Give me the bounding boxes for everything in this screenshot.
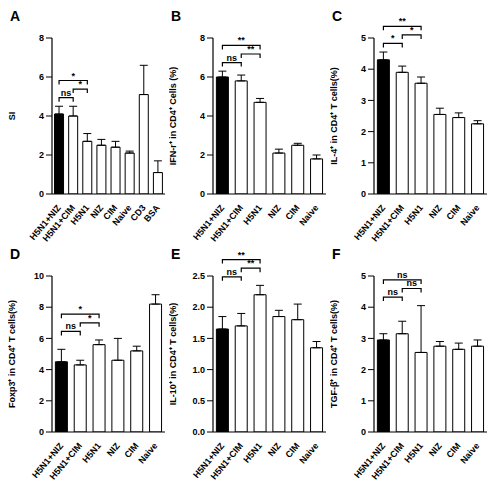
svg-text:H5N1+NIZ: H5N1+NIZ — [352, 440, 388, 480]
svg-text:H5N1+CIM: H5N1+CIM — [370, 441, 406, 482]
svg-text:0: 0 — [361, 427, 366, 437]
svg-text:2: 2 — [361, 127, 366, 137]
svg-text:ns: ns — [66, 321, 77, 331]
svg-text:2: 2 — [361, 365, 366, 375]
html-text:C: C — [332, 8, 343, 24]
svg-text:6: 6 — [39, 334, 44, 344]
html-text:D: D — [10, 246, 21, 262]
svg-text:5: 5 — [361, 33, 366, 43]
svg-text:Naive: Naive — [110, 202, 134, 228]
svg-text:0.5: 0.5 — [192, 396, 205, 406]
svg-text:0: 0 — [39, 427, 44, 437]
svg-text:6: 6 — [200, 72, 205, 82]
svg-text:NIZ: NIZ — [427, 202, 444, 220]
svg-text:*: * — [391, 33, 395, 43]
svg-text:*: * — [78, 304, 82, 314]
svg-text:CIM: CIM — [444, 202, 463, 222]
svg-text:ns: ns — [227, 53, 238, 63]
svg-text:H5N1: H5N1 — [80, 441, 102, 465]
svg-text:Naive: Naive — [458, 203, 481, 228]
svg-text:3: 3 — [361, 96, 366, 106]
svg-text:1: 1 — [361, 396, 366, 406]
svg-text:H5N1+NIZ: H5N1+NIZ — [352, 202, 388, 242]
svg-text:H5N1+CIM: H5N1+CIM — [40, 202, 77, 244]
svg-text:CIM: CIM — [283, 202, 302, 222]
svg-text:H5N1+CIM: H5N1+CIM — [370, 203, 406, 244]
svg-text:4: 4 — [39, 111, 44, 121]
svg-text:ns: ns — [406, 278, 417, 289]
svg-text:H5N1+NIZ: H5N1+NIZ — [191, 202, 227, 242]
svg-text:3: 3 — [361, 334, 366, 344]
svg-text:8: 8 — [39, 302, 44, 312]
svg-text:IL-4⁺ in CD4⁺ T cells(%): IL-4⁺ in CD4⁺ T cells(%) — [330, 67, 339, 165]
svg-text:ns: ns — [397, 270, 408, 280]
svg-text:0.0: 0.0 — [192, 427, 205, 437]
svg-text:H5N1: H5N1 — [241, 203, 263, 227]
svg-text:5: 5 — [361, 271, 366, 281]
svg-text:6: 6 — [39, 72, 44, 82]
svg-text:ns: ns — [227, 267, 238, 277]
svg-text:H5N1+NIZ: H5N1+NIZ — [30, 440, 66, 480]
svg-text:Naive: Naive — [297, 203, 320, 228]
svg-text:0: 0 — [39, 189, 44, 199]
svg-text:H5N1+CIM: H5N1+CIM — [209, 203, 245, 244]
svg-text:0: 0 — [361, 189, 366, 199]
svg-text:0: 0 — [200, 189, 205, 199]
svg-text:**: ** — [238, 35, 246, 45]
svg-text:NIZ: NIZ — [88, 202, 106, 221]
svg-text:NIZ: NIZ — [266, 440, 283, 458]
svg-text:H5N1+NIZ: H5N1+NIZ — [191, 440, 227, 480]
svg-text:2.0: 2.0 — [192, 302, 205, 312]
svg-text:CIM: CIM — [101, 202, 120, 222]
html-text:F: F — [332, 246, 341, 262]
svg-text:Naive: Naive — [297, 441, 320, 466]
svg-text:Naive: Naive — [458, 441, 481, 466]
svg-text:H5N1+CIM: H5N1+CIM — [209, 441, 245, 482]
svg-text:1: 1 — [361, 158, 366, 168]
svg-text:IFN-r⁺ in CD4⁺ Cells (%): IFN-r⁺ in CD4⁺ Cells (%) — [169, 67, 178, 166]
svg-text:ns: ns — [61, 88, 72, 98]
svg-text:BSA: BSA — [142, 202, 162, 223]
svg-text:8: 8 — [200, 33, 205, 43]
svg-text:NIZ: NIZ — [266, 202, 283, 220]
svg-text:Naive: Naive — [136, 441, 159, 466]
svg-text:2: 2 — [39, 396, 44, 406]
svg-text:CIM: CIM — [122, 440, 141, 460]
svg-text:ns: ns — [388, 287, 399, 297]
svg-text:CIM: CIM — [283, 440, 302, 460]
svg-text:2: 2 — [200, 150, 205, 160]
svg-text:CD3: CD3 — [128, 202, 148, 223]
svg-text:H5N1+NIZ: H5N1+NIZ — [27, 202, 63, 242]
svg-text:H5N1: H5N1 — [402, 441, 424, 465]
svg-text:IL-10⁺ in CD4⁺ T cells(%): IL-10⁺ in CD4⁺ T cells(%) — [169, 303, 178, 406]
svg-text:2: 2 — [39, 150, 44, 160]
svg-text:H5N1+CIM: H5N1+CIM — [48, 441, 84, 482]
svg-text:H5N1: H5N1 — [69, 203, 91, 227]
svg-text:SI: SI — [8, 112, 17, 121]
svg-text:**: ** — [399, 16, 407, 26]
svg-text:4: 4 — [361, 302, 366, 312]
svg-text:*: * — [71, 71, 75, 81]
svg-text:1.5: 1.5 — [192, 334, 205, 344]
svg-text:H5N1: H5N1 — [241, 441, 263, 465]
svg-text:NIZ: NIZ — [105, 440, 122, 458]
svg-text:4: 4 — [39, 365, 44, 375]
html-text:B: B — [171, 8, 182, 24]
html-text:A: A — [10, 8, 21, 24]
svg-text:NIZ: NIZ — [427, 440, 444, 458]
svg-text:H5N1: H5N1 — [402, 203, 424, 227]
svg-text:8: 8 — [39, 33, 44, 43]
svg-text:1.0: 1.0 — [192, 365, 205, 375]
svg-text:2.5: 2.5 — [192, 271, 205, 281]
svg-text:CIM: CIM — [444, 440, 463, 460]
svg-text:TGF-β⁺ in CD4⁺ T cells(%): TGF-β⁺ in CD4⁺ T cells(%) — [330, 300, 339, 408]
svg-text:4: 4 — [361, 64, 366, 74]
html-text:E: E — [171, 246, 181, 262]
svg-text:Foxp3⁺ in CD4⁺ T cells(%): Foxp3⁺ in CD4⁺ T cells(%) — [8, 300, 17, 408]
svg-text:4: 4 — [200, 111, 205, 121]
svg-text:**: ** — [238, 250, 246, 260]
svg-text:10: 10 — [34, 271, 44, 281]
